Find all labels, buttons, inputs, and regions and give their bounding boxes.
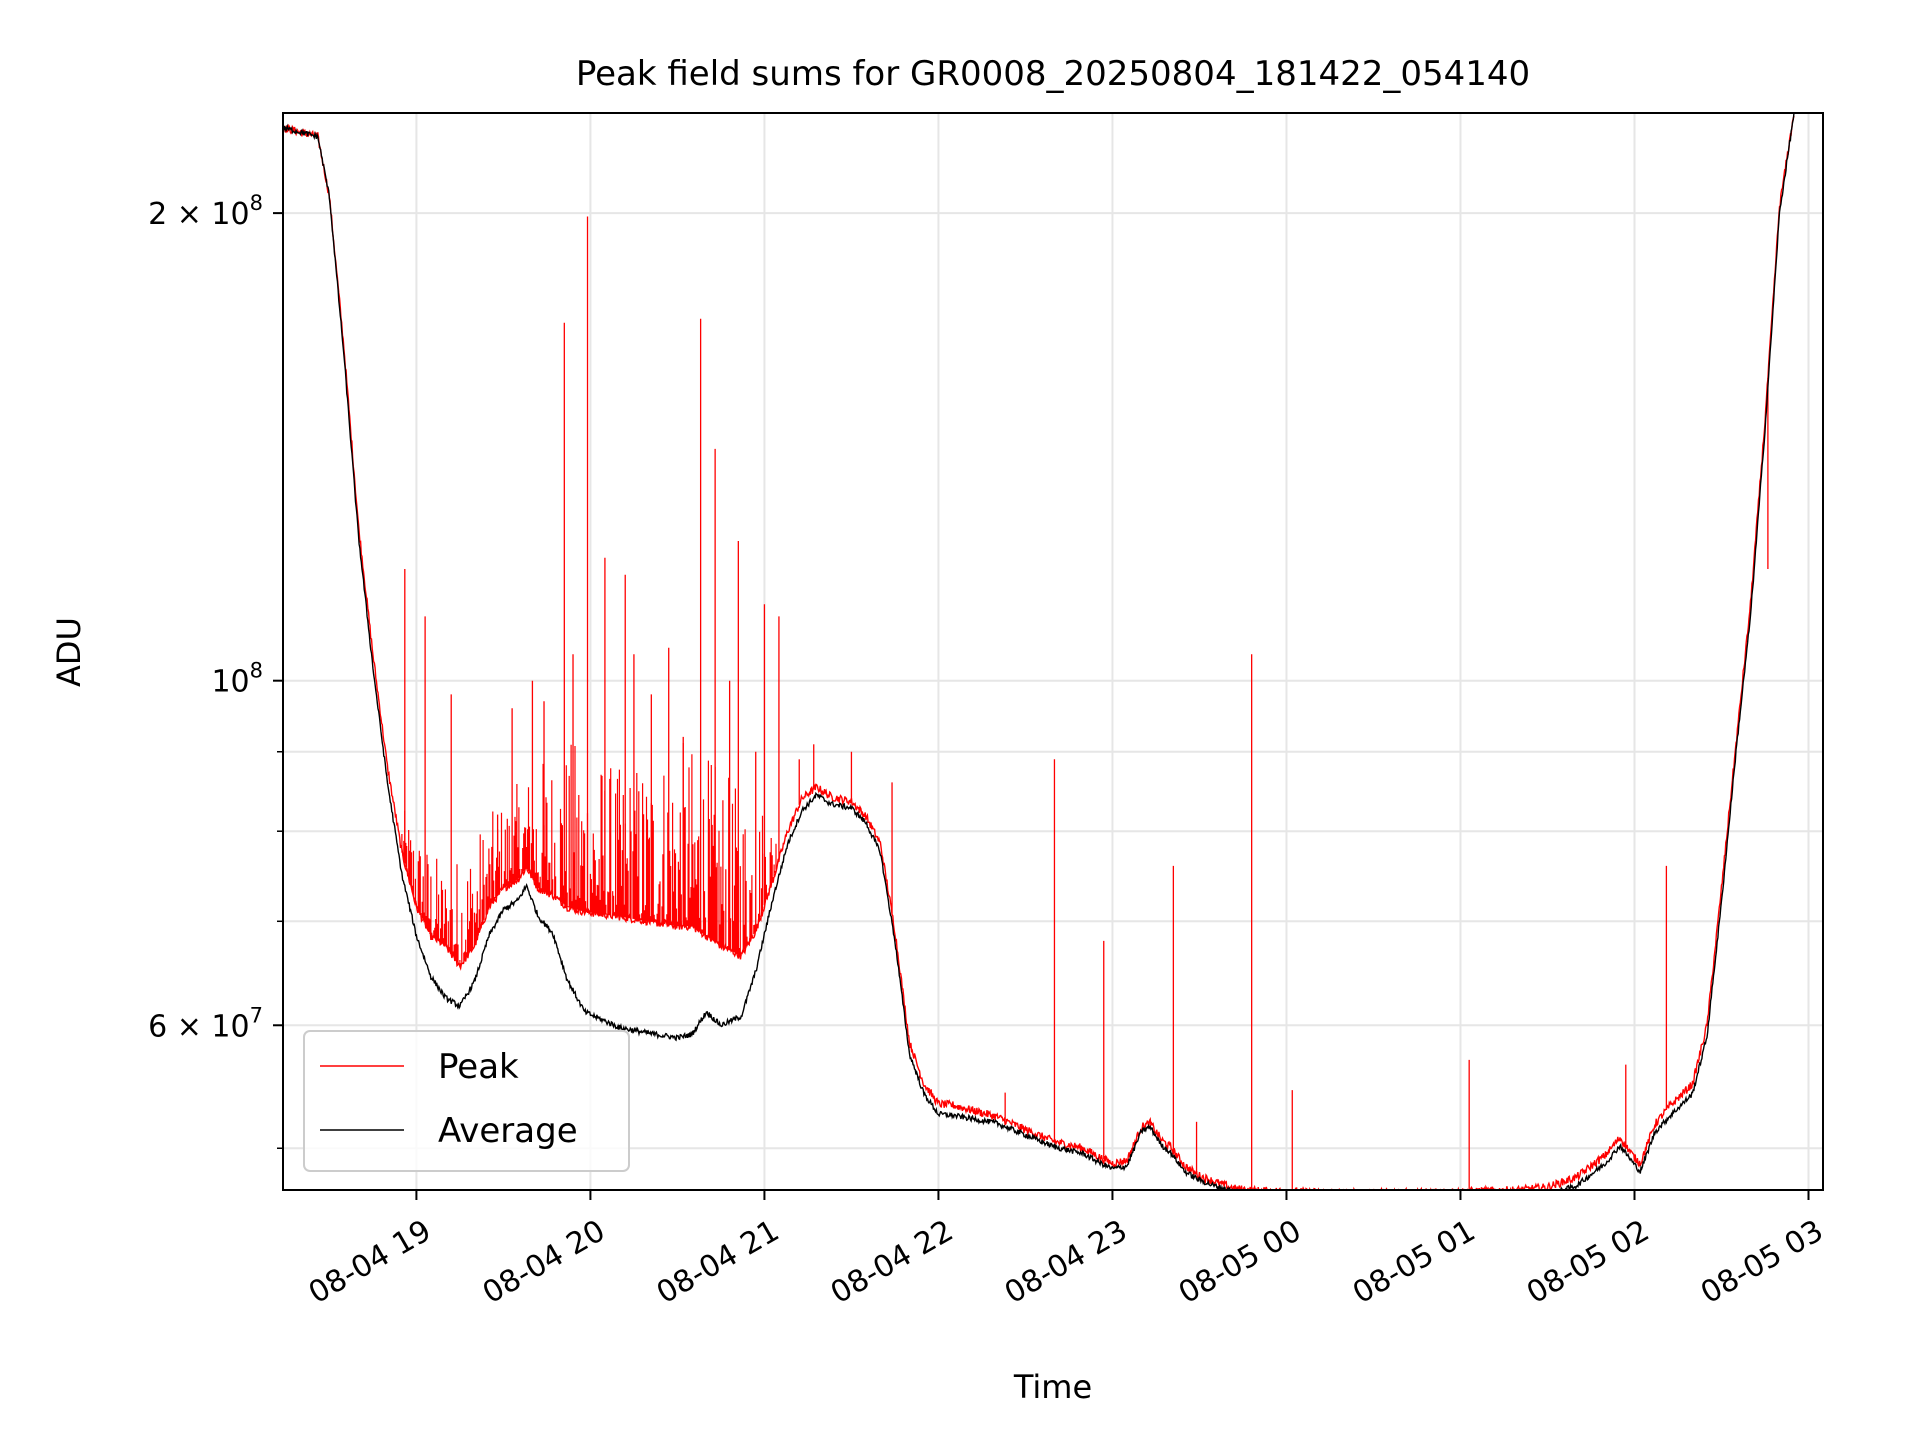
- average-line: [283, 113, 1795, 1190]
- y-tick-label: 6 × 107: [148, 1003, 263, 1044]
- legend: Peak Average: [303, 1030, 630, 1172]
- y-tick-label: 108: [211, 659, 263, 700]
- y-tick-label: 2 × 108: [148, 191, 263, 232]
- y-axis-ticks: 2 × 108 108 6 × 107: [148, 191, 283, 1150]
- chart-title: Peak field sums for GR0008_20250804_1814…: [576, 54, 1530, 94]
- peak-series-layer: [283, 115, 1795, 1190]
- legend-peak-label: Peak: [438, 1047, 519, 1087]
- peak-line: [283, 115, 1795, 1190]
- average-series-layer: [283, 113, 1795, 1190]
- legend-average-label: Average: [438, 1111, 578, 1151]
- axes-frame: [282, 112, 1824, 1191]
- grid: [283, 113, 1823, 1190]
- x-axis-label: Time: [1013, 1368, 1092, 1406]
- y-axis-label: ADU: [50, 617, 88, 687]
- plot-area: [283, 113, 1795, 1190]
